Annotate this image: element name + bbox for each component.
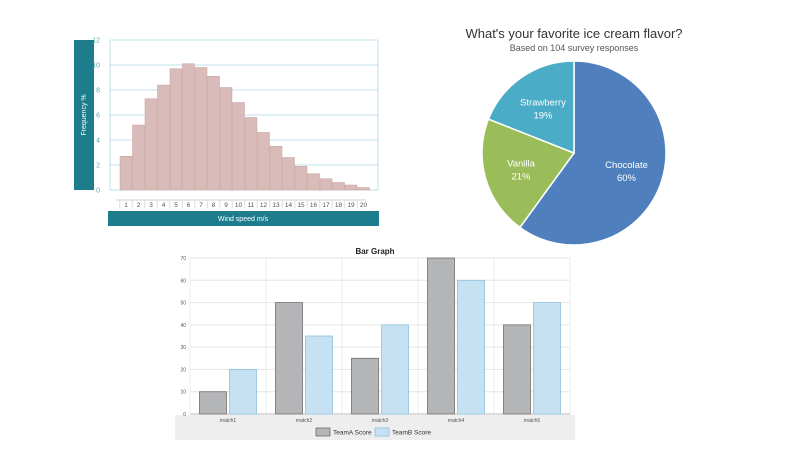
histogram-bar [232,102,245,191]
x-tick-label: 1 [124,202,128,209]
x-tick-label: 13 [272,202,280,209]
x-tick-label: 12 [260,202,268,209]
bar-graph-svg: Bar Graph 0 10 20 30 40 50 60 70 match1 match2 matc… [175,247,575,440]
x-tick-label: 19 [347,202,355,209]
y-tick-label: 2 [96,163,100,170]
histogram-bar [132,124,145,191]
x-tick-label: 11 [248,202,255,209]
slice-name-label: Strawberry [520,97,566,108]
histogram-bar [219,87,233,191]
pie-chart-svg: What's your favorite ice cream flavor? Ba… [465,26,683,246]
bar-team-b [305,335,333,415]
slice-percent-label: 21% [511,171,531,182]
x-tick-label: match5 [524,418,541,424]
ice-cream-pie-chart: What's your favorite ice cream flavor? Ba… [400,0,800,246]
x-tick-label: match2 [296,418,313,424]
x-tick-label: 3 [149,202,153,209]
histogram-bar [194,67,208,191]
y-tick-label: 10 [92,63,100,70]
y-tick-label: 30 [180,345,186,351]
pie-title: What's your favorite ice cream flavor? [465,26,682,41]
y-tick-label: 12 [92,38,100,45]
x-tick-label: 8 [212,202,216,209]
bar-team-a [199,391,227,415]
y-tick-label: 60 [180,278,186,284]
x-tick-label: 10 [235,202,243,209]
histogram-bar [344,184,358,191]
histogram-bar [244,117,258,191]
pie-slice [481,118,576,229]
y-tick-label: 20 [180,367,186,373]
y-tick-label: 10 [180,390,186,396]
y-axis-band [74,40,94,190]
x-tick-label: 6 [187,202,191,209]
y-tick-label: 0 [96,188,100,195]
bar-team-a [427,257,455,415]
y-axis-label: Frequency % [81,94,88,135]
x-tick-label: 18 [335,202,343,209]
histogram-bar [257,132,270,191]
x-tick-label: 20 [360,202,368,209]
x-tick-label: 4 [162,202,166,209]
bar-team-a [275,302,303,415]
x-tick-label: 5 [174,202,178,209]
pie-subtitle: Based on 104 survey responses [510,43,639,53]
x-tick-label: 14 [285,202,293,209]
wind-speed-histogram: Frequency % 0 2 4 6 8 10 12 1 2 3 4 5 6 7 8 9 10 11 12 13 14 1… [0,0,400,240]
histogram-bar [319,178,333,191]
bar-team-a [351,357,379,415]
histogram-bar [307,173,320,191]
legend-swatch [315,427,331,437]
y-tick-label: 4 [96,138,100,145]
histogram-bar [294,166,308,191]
y-tick-label: 70 [180,256,186,262]
histogram-bar [357,187,370,191]
y-tick-label: 50 [180,301,186,307]
x-axis-band [108,211,379,226]
bar-team-b [533,302,561,415]
y-tick-label: 6 [96,113,100,120]
legend-label: TeamB Score [392,430,431,437]
histogram-bar [157,84,170,191]
slice-percent-label: 60% [617,173,637,184]
y-tick-label: 8 [96,88,100,95]
x-tick-label: match1 [220,418,237,424]
slice-name-label: Vanilla [507,158,536,169]
y-tick-label: 0 [183,412,186,418]
histogram-bar [332,182,345,191]
pie-slice [487,60,575,155]
legend-swatch [374,427,390,437]
bar-team-b [229,369,257,415]
x-tick-label: match3 [372,418,389,424]
x-tick-label: 7 [199,202,203,209]
x-tick-label: 9 [224,202,228,209]
x-tick-label: match4 [448,418,465,424]
histogram-bar [282,157,295,191]
x-tick-label: 17 [322,202,330,209]
x-tick-label: 2 [137,202,141,209]
histogram-bar [169,68,183,191]
bar-team-b [457,279,485,415]
histogram-bar [207,76,220,191]
x-tick-label: 15 [297,202,305,209]
histogram-bar [119,156,133,191]
x-axis-label: Wind speed m/s [218,216,269,223]
legend-label: TeamA Score [333,430,372,437]
slice-name-label: Chocolate [605,160,648,171]
histogram-bar [182,63,195,191]
bar-graph-title: Bar Graph [355,247,394,256]
slice-percent-label: 19% [533,110,553,121]
pie-slice [518,60,667,246]
y-tick-label: 40 [180,323,186,329]
x-tick-label: 16 [310,202,318,209]
histogram-bar [144,98,158,191]
bar-team-a [503,324,531,415]
bar-team-b [381,324,409,415]
team-score-bar-graph: Bar Graph 0 10 20 30 40 50 60 70 match1 match2 matc… [170,240,580,445]
histogram-bar [269,146,283,191]
